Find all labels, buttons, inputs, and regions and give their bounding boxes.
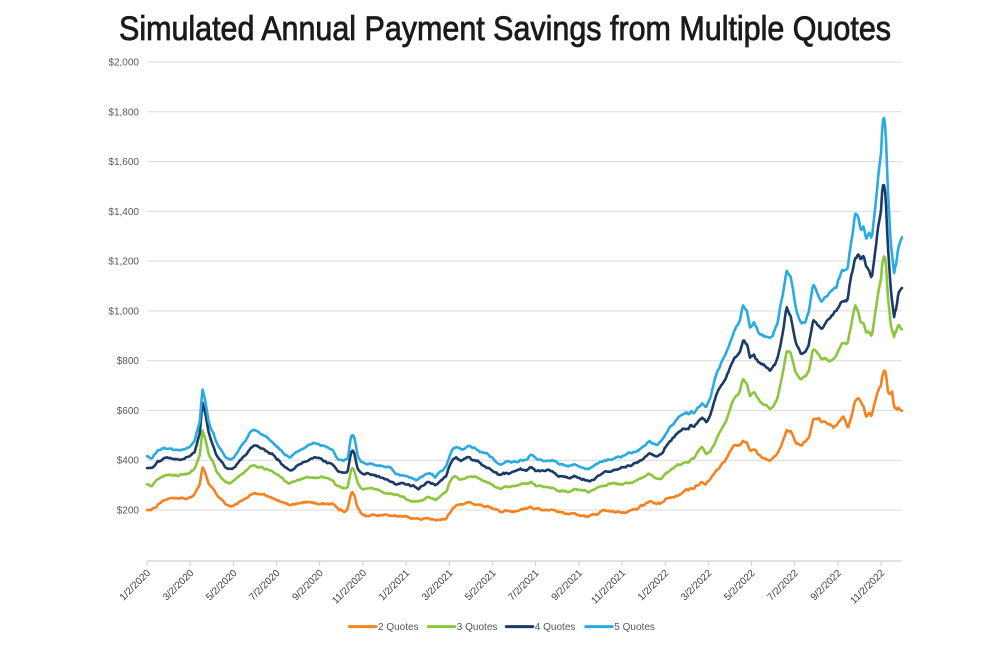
svg-text:4 Quotes: 4 Quotes bbox=[535, 622, 576, 633]
svg-text:$1,400: $1,400 bbox=[108, 207, 139, 218]
svg-text:$2,000: $2,000 bbox=[108, 58, 139, 69]
svg-text:Simulated Annual Payment Savin: Simulated Annual Payment Savings from Mu… bbox=[119, 10, 891, 48]
svg-text:3 Quotes: 3 Quotes bbox=[457, 622, 498, 633]
svg-text:$200: $200 bbox=[117, 506, 140, 517]
svg-text:5 Quotes: 5 Quotes bbox=[614, 622, 655, 633]
svg-text:$1,200: $1,200 bbox=[108, 257, 139, 268]
svg-text:$600: $600 bbox=[117, 406, 140, 417]
svg-text:$1,000: $1,000 bbox=[108, 306, 139, 317]
svg-text:2 Quotes: 2 Quotes bbox=[378, 622, 419, 633]
svg-text:$1,600: $1,600 bbox=[108, 157, 139, 168]
svg-text:$1,800: $1,800 bbox=[108, 107, 139, 118]
svg-text:$400: $400 bbox=[117, 456, 140, 467]
svg-text:$800: $800 bbox=[117, 356, 140, 367]
